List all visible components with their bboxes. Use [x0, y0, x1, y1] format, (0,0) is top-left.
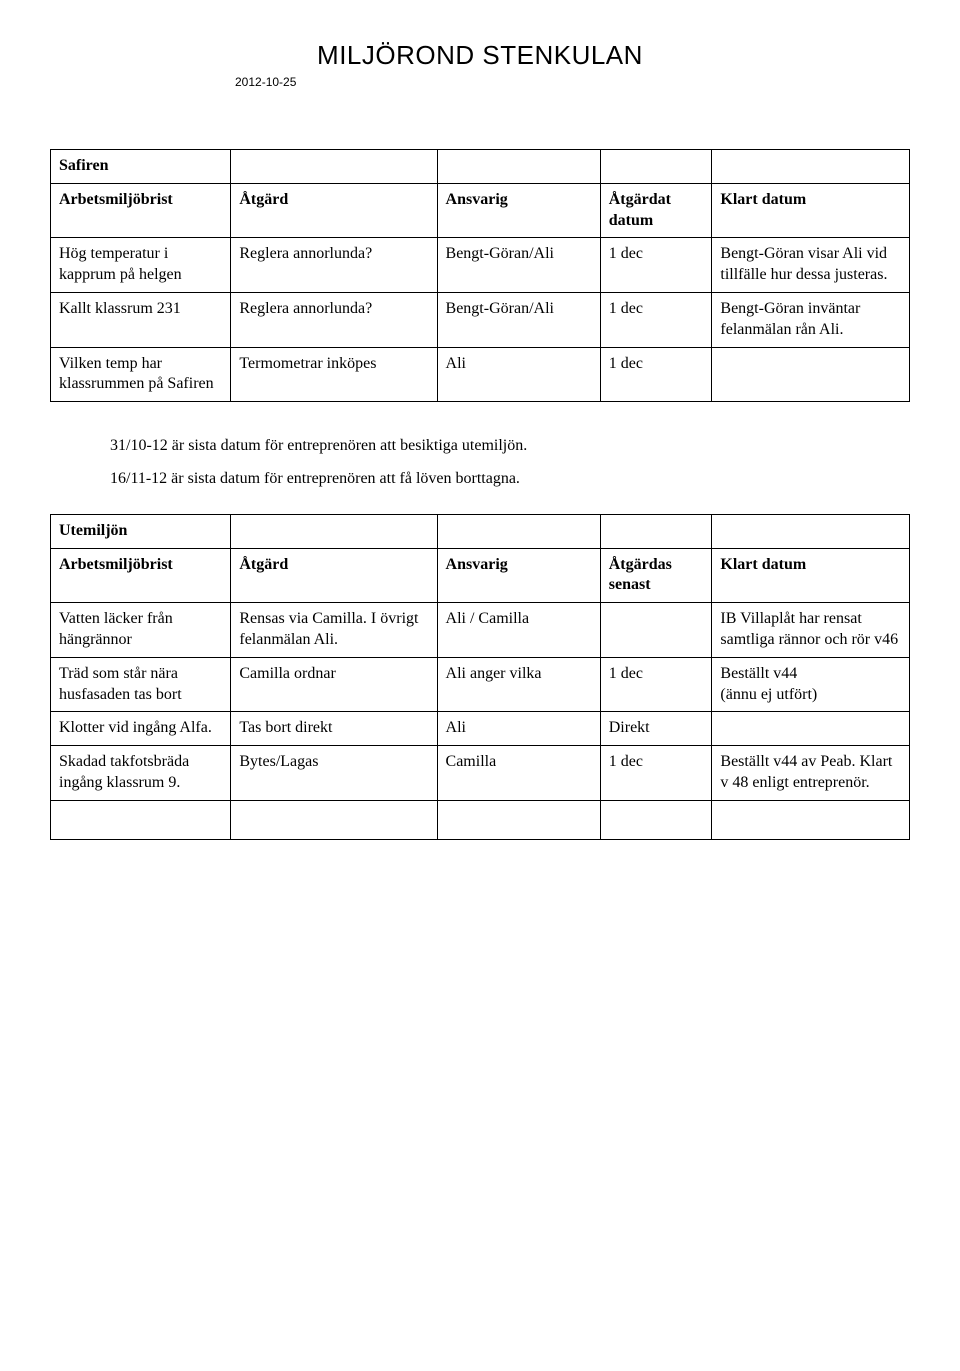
table-header-row: Arbetsmiljöbrist Åtgärd Ansvarig Åtgärda… — [51, 183, 910, 238]
cell: 1 dec — [600, 657, 712, 712]
cell: 1 dec — [600, 292, 712, 347]
col-header: Åtgärdat datum — [600, 183, 712, 238]
cell: Direkt — [600, 712, 712, 746]
cell: Beställt v44 av Peab. Klart v 48 enligt … — [712, 746, 910, 801]
cell: Reglera annorlunda? — [231, 292, 437, 347]
cell: IB Villaplåt har rensat samtliga rännor … — [712, 603, 910, 658]
section-label: Safiren — [51, 150, 231, 184]
table-row: Skadad takfotsbräda ingång klassrum 9. B… — [51, 746, 910, 801]
empty-cell — [712, 514, 910, 548]
empty-cell — [231, 150, 437, 184]
cell: Vilken temp har klassrummen på Safiren — [51, 347, 231, 402]
cell — [712, 712, 910, 746]
cell: Ali anger vilka — [437, 657, 600, 712]
document-date: 2012-10-25 — [235, 75, 910, 89]
table-row-empty — [51, 800, 910, 839]
cell: Bytes/Lagas — [231, 746, 437, 801]
empty-cell — [712, 150, 910, 184]
cell: Ali — [437, 347, 600, 402]
cell: Ali — [437, 712, 600, 746]
cell: Camilla — [437, 746, 600, 801]
cell: Vatten läcker från hängrännor — [51, 603, 231, 658]
safiren-table: Safiren Arbetsmiljöbrist Åtgärd Ansvarig… — [50, 149, 910, 402]
col-header: Ansvarig — [437, 548, 600, 603]
cell: 1 dec — [600, 347, 712, 402]
cell: Hög temperatur i kapprum på helgen — [51, 238, 231, 293]
empty-cell — [712, 800, 910, 839]
empty-cell — [437, 800, 600, 839]
col-header: Klart datum — [712, 183, 910, 238]
cell: Bengt-Göran/Ali — [437, 292, 600, 347]
cell: Träd som står nära husfasaden tas bort — [51, 657, 231, 712]
empty-cell — [600, 514, 712, 548]
notes-block: 31/10-12 är sista datum för entreprenöre… — [110, 432, 910, 494]
table-row: Klotter vid ingång Alfa. Tas bort direkt… — [51, 712, 910, 746]
page-title: MILJÖROND STENKULAN — [50, 40, 910, 71]
cell: Klotter vid ingång Alfa. — [51, 712, 231, 746]
col-header: Ansvarig — [437, 183, 600, 238]
cell — [712, 347, 910, 402]
empty-cell — [231, 514, 437, 548]
cell: Reglera annorlunda? — [231, 238, 437, 293]
cell: Rensas via Camilla. I övrigt felanmälan … — [231, 603, 437, 658]
cell — [600, 603, 712, 658]
cell: Beställt v44 (ännu ej utfört) — [712, 657, 910, 712]
table-section-row: Utemiljön — [51, 514, 910, 548]
cell: 1 dec — [600, 238, 712, 293]
col-header: Arbetsmiljöbrist — [51, 548, 231, 603]
empty-cell — [231, 800, 437, 839]
cell: Ali / Camilla — [437, 603, 600, 658]
col-header: Åtgärd — [231, 183, 437, 238]
empty-cell — [600, 150, 712, 184]
empty-cell — [600, 800, 712, 839]
cell: Kallt klassrum 231 — [51, 292, 231, 347]
note-line: 16/11-12 är sista datum för entreprenöre… — [110, 465, 910, 494]
cell: 1 dec — [600, 746, 712, 801]
empty-cell — [437, 150, 600, 184]
col-header: Åtgärd — [231, 548, 437, 603]
utemiljon-table: Utemiljön Arbetsmiljöbrist Åtgärd Ansvar… — [50, 514, 910, 840]
cell: Tas bort direkt — [231, 712, 437, 746]
note-line: 31/10-12 är sista datum för entreprenöre… — [110, 432, 910, 461]
empty-cell — [437, 514, 600, 548]
cell: Bengt-Göran inväntar felanmälan rån Ali. — [712, 292, 910, 347]
table-row: Hög temperatur i kapprum på helgen Regle… — [51, 238, 910, 293]
section-label: Utemiljön — [51, 514, 231, 548]
col-header: Arbetsmiljöbrist — [51, 183, 231, 238]
cell: Bengt-Göran visar Ali vid tillfälle hur … — [712, 238, 910, 293]
cell: Termometrar inköpes — [231, 347, 437, 402]
empty-cell — [51, 800, 231, 839]
table-section-row: Safiren — [51, 150, 910, 184]
table-header-row: Arbetsmiljöbrist Åtgärd Ansvarig Åtgärda… — [51, 548, 910, 603]
cell: Skadad takfotsbräda ingång klassrum 9. — [51, 746, 231, 801]
cell: Camilla ordnar — [231, 657, 437, 712]
table-row: Vatten läcker från hängrännor Rensas via… — [51, 603, 910, 658]
table-row: Träd som står nära husfasaden tas bort C… — [51, 657, 910, 712]
cell: Bengt-Göran/Ali — [437, 238, 600, 293]
document-header: MILJÖROND STENKULAN 2012-10-25 — [50, 40, 910, 89]
table-row: Vilken temp har klassrummen på Safiren T… — [51, 347, 910, 402]
col-header: Åtgärdas senast — [600, 548, 712, 603]
col-header: Klart datum — [712, 548, 910, 603]
table-row: Kallt klassrum 231 Reglera annorlunda? B… — [51, 292, 910, 347]
